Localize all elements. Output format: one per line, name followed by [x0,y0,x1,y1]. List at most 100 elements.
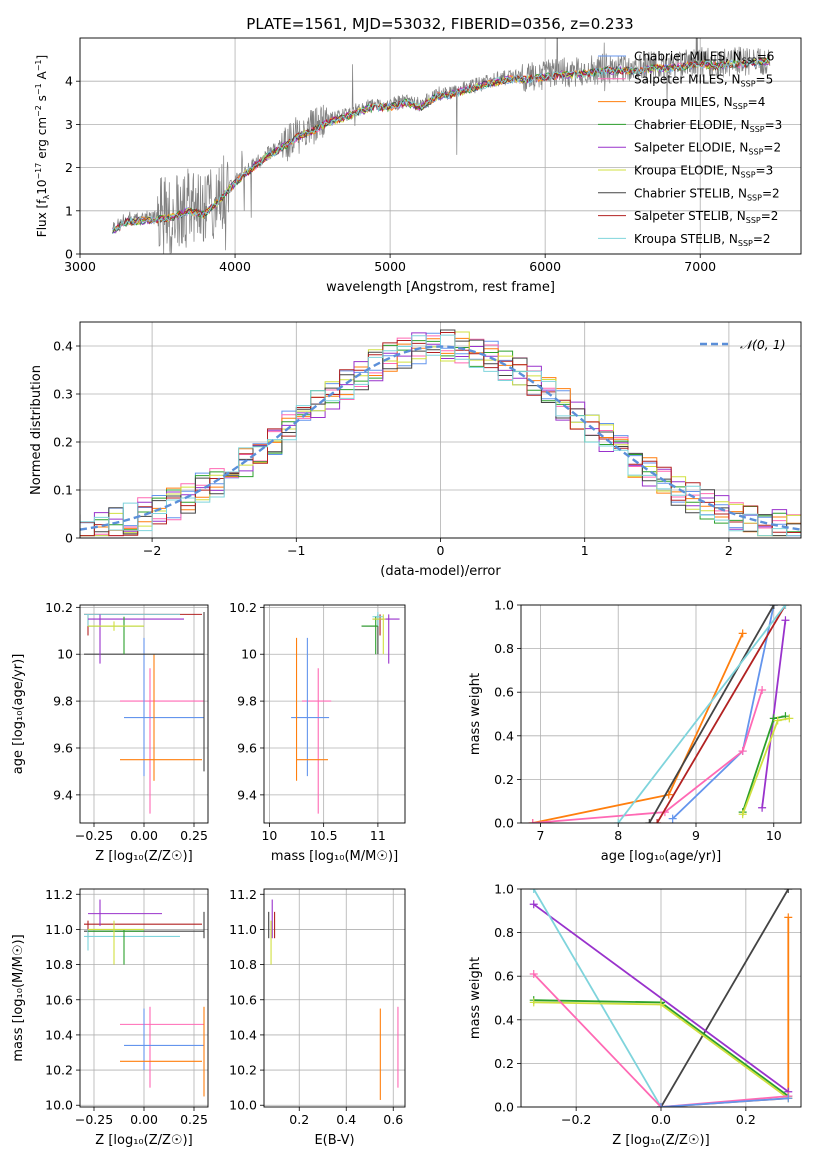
massweight_vs_Z-xtick-label: 0.2 [736,1112,756,1127]
errorbar-point [301,668,332,814]
series-marker [529,998,538,1007]
series-line [761,620,787,808]
series-marker [653,819,662,823]
mass_vs_Z-xtick-label: 0.00 [130,1112,158,1127]
mass_vs_ebv-ytick-label: 11.0 [229,922,257,937]
massweight_vs_Z-ytick-label: 0.2 [494,1056,514,1071]
massweight_vs_age-ytick-label: 0.2 [494,772,514,787]
massweight_vs_Z-ytick-label: 0.6 [494,969,514,984]
series-line [656,605,787,823]
massweight_vs_age-panel: 7 8 9 10 0.0 0.2 0.4 0.6 0.8 1.0 age [log₁₀(age/yr… [468,598,802,864]
residuals-xtick-label: 1 [581,543,589,558]
model-spectrum-line [112,58,770,232]
mass_vs_Z-frame [79,888,209,1108]
massweight_vs_Z-xlabel: Z [log₁₀(Z/Z☉)] [612,1133,709,1148]
errorbar-point [124,637,204,777]
age_vs_mass-ytick-label: 9.8 [237,694,257,709]
series-line [533,973,789,1107]
massweight_vs_age-xtick-label: 8 [614,828,622,843]
errorbar-point [120,668,204,814]
age_vs_Z-ytick-label: 9.4 [53,787,73,802]
legend-label: Chabrier MILES, NSSP=6 [634,50,774,66]
mass_vs_Z-ytick-label: 10.2 [45,1063,73,1078]
series-marker [529,970,538,979]
residuals-ytick-label: 0.2 [53,435,73,450]
massweight_vs_age-xtick-label: 7 [536,828,544,843]
massweight_vs_Z-ytick-label: 0.8 [494,925,514,940]
mass_vs_Z-ytick-label: 10.4 [45,1027,73,1042]
massweight_vs_age-ytick-label: 0.6 [494,685,514,700]
series-line [648,605,775,823]
normal-distribution-curve [80,345,801,531]
mass_vs_Z-panel: −0.25 0.00 0.25 10.0 10.2 10.4 10.6 10.8 11.0 11.… [11,887,209,1148]
series-marker [758,686,767,695]
legend-entry: Salpeter STELIB, NSSP=2 [598,209,778,225]
errorbar-point [295,637,328,781]
mass_vs_ebv-ytick-label: 10.0 [229,1098,257,1113]
series-marker [645,819,654,823]
legend-label: Chabrier STELIB, NSSP=2 [634,186,780,202]
figure-title: PLATE=1561, MJD=53032, FIBERID=0356, z=0… [246,15,633,33]
series-line [617,605,787,823]
age_vs_mass-ytick-label: 10 [241,647,257,662]
errorbar-point [88,920,144,965]
series-marker [781,616,790,625]
series-line [532,632,744,823]
errorbar-point [124,1008,204,1071]
spectrum-xtick-label: 7000 [684,259,716,274]
massweight_vs_Z-xtick-label: 0.0 [651,1112,671,1127]
massweight_vs_age-grid [521,604,801,824]
series-marker [738,629,747,638]
residuals-xtick-label: −2 [143,543,161,558]
residuals-ylabel: Normed distribution [29,365,44,495]
massweight_vs_age-xtick-label: 10 [766,828,782,843]
spectrum-xlabel: wavelength [Angstrom, rest frame] [326,280,555,295]
series-marker [529,900,538,909]
legend-label: Salpeter ELODIE, NSSP=2 [634,141,781,157]
age_vs_Z-panel: −0.25 0.00 0.25 9.4 9.6 9.8 10 10.2 Z [log₁₀(Z/Z… [11,600,209,864]
residuals-xtick-label: 0 [437,543,445,558]
residuals-ytick-label: 0.3 [53,387,73,402]
series-marker [785,714,794,723]
legend-label: Kroupa ELODIE, NSSP=3 [634,164,773,180]
spectrum-xtick-label: 3000 [64,259,96,274]
massweight_vs_age-ytick-label: 0.0 [494,816,514,831]
model-spectrum-line [112,58,770,234]
series-line [660,889,790,1107]
series-line [532,889,662,1107]
legend-label: Salpeter STELIB, NSSP=2 [634,209,778,225]
legend-entry: Chabrier ELODIE, NSSP=3 [598,118,782,134]
age_vs_mass-frame [263,604,406,824]
spectrum-plot-area [112,38,771,254]
legend-entry: Chabrier STELIB, NSSP=2 [598,186,780,202]
series-marker [784,1094,793,1103]
age_vs_mass-xtick-label: 10.5 [310,828,338,843]
mass_vs_ebv-xtick-label: 0.2 [289,1112,309,1127]
errorbar-point [361,616,378,655]
spectrum-panel: 3000 4000 5000 6000 7000 0 1 2 3 4 wavelength [Ang… [34,37,802,295]
mass_vs_Z-ytick-label: 10.8 [45,957,73,972]
residuals-ytick-label: 0 [65,531,73,546]
age_vs_mass-ytick-label: 9.6 [237,740,257,755]
mass_vs_Z-xtick-label: −0.25 [75,1112,113,1127]
series-marker [784,913,793,922]
errorbar-point [291,637,330,777]
massweight_vs_Z-ytick-label: 1.0 [494,882,514,897]
spectrum-ytick-label: 2 [65,160,73,175]
massweight_vs_age-ytick-label: 0.8 [494,641,514,656]
massweight_vs_age-xlabel: age [log₁₀(age/yr)] [601,849,722,864]
series-line [660,1097,789,1107]
mass_vs_Z-grid [80,889,208,1107]
massweight_vs_age-ytick-label: 1.0 [494,598,514,613]
mass_vs_Z-xlabel: Z [log₁₀(Z/Z☉)] [95,1133,192,1148]
mass_vs_Z-plot-area [84,899,205,1097]
errorbar-point [88,614,184,664]
legend-entry: Kroupa STELIB, NSSP=2 [598,232,771,248]
age_vs_Z-xtick-label: 0.25 [180,828,208,843]
mass_vs_ebv-xlabel: E(B-V) [314,1133,354,1148]
age_vs_mass-xtick-label: 11 [370,828,386,843]
series-line [741,717,790,815]
massweight_vs_Z-xtick-label: −0.2 [561,1112,591,1127]
errorbar-point [88,621,144,631]
